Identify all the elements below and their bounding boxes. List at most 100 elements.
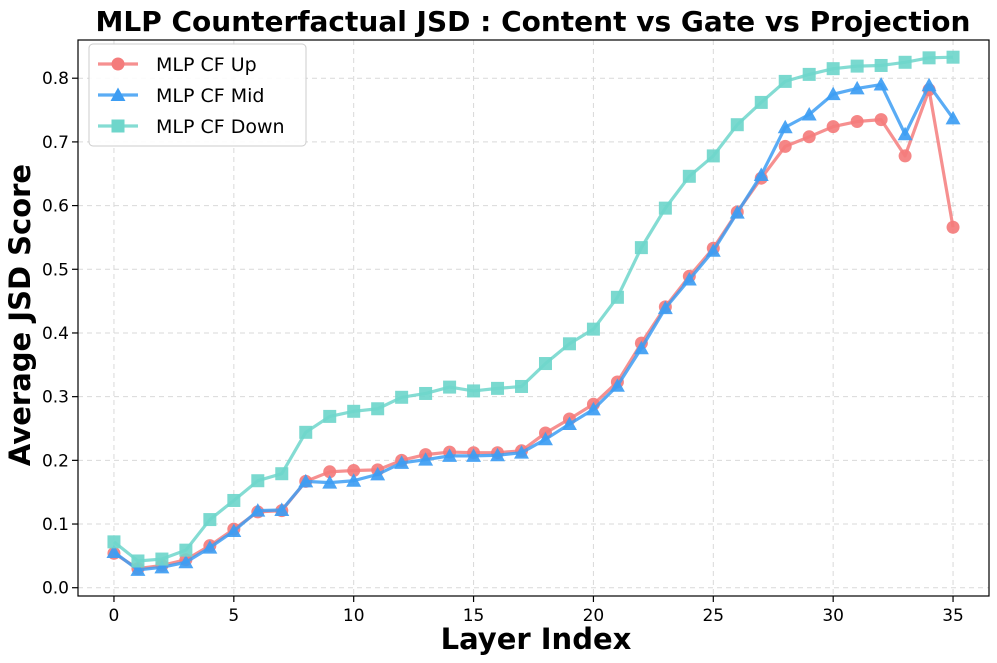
data-point-mlp-cf-up	[778, 139, 792, 153]
data-point-mlp-cf-mid	[370, 466, 386, 481]
y-tick-label: 0.0	[42, 579, 69, 599]
y-tick-label: 0.2	[42, 451, 69, 471]
legend-items: MLP CF Up MLP CF Mid MLP CF Down	[98, 54, 285, 138]
plot-frame	[77, 39, 990, 597]
data-point-mlp-cf-mid	[250, 503, 266, 517]
data-point-mlp-cf-down	[419, 386, 433, 400]
data-point-mlp-cf-down	[515, 379, 529, 393]
y-axis-ticks: 0.0 0.1 0.2 0.3 0.4 0.5 0.6 0.7 0.8	[42, 69, 78, 599]
x-tick-label: 30	[822, 606, 844, 626]
data-point-mlp-cf-up	[323, 465, 337, 479]
data-point-mlp-cf-down	[754, 95, 768, 109]
data-point-mlp-cf-mid	[585, 401, 601, 416]
data-point-mlp-cf-down	[922, 51, 936, 65]
data-point-mlp-cf-mid	[921, 77, 937, 92]
data-point-mlp-cf-up	[826, 120, 840, 134]
data-point-mlp-cf-mid	[681, 271, 697, 286]
legend-marker-mlp-cf-mid	[110, 87, 126, 101]
x-axis-label: Layer Index	[441, 622, 632, 656]
x-tick-label: 25	[702, 606, 724, 626]
data-point-mlp-cf-mid	[873, 77, 889, 91]
data-point-mlp-cf-down	[778, 74, 792, 88]
data-point-mlp-cf-down	[706, 149, 720, 163]
data-point-mlp-cf-mid	[346, 473, 362, 487]
data-point-mlp-cf-down	[682, 169, 696, 183]
data-point-mlp-cf-mid	[561, 416, 577, 431]
series-layer	[106, 50, 961, 576]
y-tick-label: 0.1	[42, 515, 69, 535]
data-point-mlp-cf-down	[898, 55, 912, 69]
data-point-mlp-cf-up	[874, 113, 888, 127]
data-point-mlp-cf-mid	[657, 300, 673, 315]
y-tick-label: 0.4	[42, 324, 69, 344]
data-point-mlp-cf-down	[802, 67, 816, 81]
data-point-mlp-cf-mid	[202, 540, 218, 554]
data-point-mlp-cf-mid	[442, 448, 458, 462]
data-point-mlp-cf-mid	[106, 544, 122, 559]
data-point-mlp-cf-mid	[825, 86, 841, 101]
data-point-mlp-cf-mid	[226, 523, 242, 538]
data-point-mlp-cf-down	[586, 322, 600, 336]
data-point-mlp-cf-down	[850, 59, 864, 73]
x-tick-label: 10	[343, 606, 365, 626]
data-point-mlp-cf-mid	[945, 110, 961, 125]
legend-item-mlp-cf-down: MLP CF Down	[98, 116, 285, 138]
data-point-mlp-cf-mid	[729, 205, 745, 219]
x-axis-ticks: 0 5 10 15 20 25 30 35	[109, 596, 964, 626]
series-mlp-cf-mid	[106, 77, 961, 576]
data-point-mlp-cf-down	[730, 118, 744, 132]
legend-label-mlp-cf-mid: MLP CF Mid	[156, 85, 264, 107]
data-point-mlp-cf-down	[227, 493, 241, 507]
legend-label-mlp-cf-down: MLP CF Down	[156, 116, 285, 138]
y-tick-label: 0.6	[42, 197, 69, 217]
data-point-mlp-cf-down	[107, 535, 121, 549]
x-tick-label: 20	[583, 606, 605, 626]
y-tick-label: 0.7	[42, 133, 69, 153]
data-point-mlp-cf-down	[155, 552, 169, 566]
y-tick-label: 0.5	[42, 260, 69, 280]
y-tick-label: 0.8	[42, 69, 69, 89]
data-point-mlp-cf-mid	[609, 378, 625, 392]
data-point-mlp-cf-down	[658, 201, 672, 215]
data-point-mlp-cf-mid	[897, 126, 913, 141]
data-point-mlp-cf-up	[802, 130, 816, 144]
legend-box	[88, 43, 307, 147]
series-mlp-cf-down	[107, 50, 960, 568]
data-point-mlp-cf-mid	[633, 340, 649, 355]
x-tick-label: 5	[228, 606, 239, 626]
data-point-mlp-cf-up	[898, 149, 912, 163]
data-point-mlp-cf-down	[179, 543, 193, 557]
x-tick-label: 35	[942, 606, 964, 626]
data-point-mlp-cf-down	[347, 404, 361, 418]
legend-item-mlp-cf-up: MLP CF Up	[98, 54, 257, 76]
data-point-mlp-cf-down	[371, 402, 385, 416]
data-point-mlp-cf-down	[491, 381, 505, 395]
data-point-mlp-cf-down	[275, 467, 289, 481]
data-point-mlp-cf-mid	[538, 431, 553, 446]
data-point-mlp-cf-down	[203, 513, 217, 527]
data-point-mlp-cf-up	[946, 220, 960, 234]
data-point-mlp-cf-down	[131, 554, 145, 568]
data-point-mlp-cf-down	[251, 474, 265, 488]
data-point-mlp-cf-down	[826, 62, 840, 76]
data-point-mlp-cf-mid	[154, 559, 170, 574]
y-tick-label: 0.3	[42, 388, 69, 408]
data-point-mlp-cf-down	[874, 58, 888, 72]
data-point-mlp-cf-up	[347, 464, 361, 478]
data-point-mlp-cf-mid	[801, 107, 817, 121]
data-point-mlp-cf-mid	[777, 119, 793, 134]
legend-marker-mlp-cf-down	[111, 119, 125, 133]
legend-marker-mlp-cf-up	[111, 57, 125, 71]
data-point-mlp-cf-up	[850, 115, 864, 129]
data-point-mlp-cf-down	[299, 425, 313, 439]
data-point-mlp-cf-mid	[298, 473, 314, 488]
chart-title: MLP Counterfactual JSD : Content vs Gate…	[96, 5, 971, 38]
data-point-mlp-cf-mid	[130, 562, 146, 576]
data-point-mlp-cf-down	[562, 337, 576, 351]
data-point-mlp-cf-down	[395, 390, 409, 404]
data-point-mlp-cf-down	[323, 409, 337, 423]
data-point-mlp-cf-mid	[753, 167, 769, 181]
data-point-mlp-cf-mid	[274, 502, 290, 517]
